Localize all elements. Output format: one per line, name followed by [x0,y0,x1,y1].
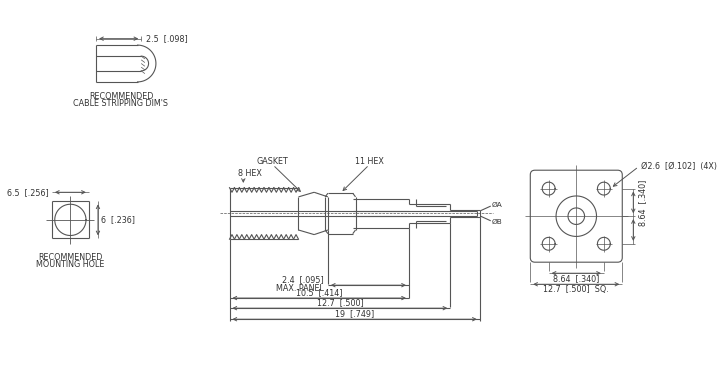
Text: ØB: ØB [492,219,503,225]
Text: CABLE STRIPPING DIM'S: CABLE STRIPPING DIM'S [73,99,168,108]
Text: 10.5  [.414]: 10.5 [.414] [296,288,343,297]
Text: 2.5  [.098]: 2.5 [.098] [146,34,187,43]
Text: MAX. PANEL: MAX. PANEL [276,284,324,293]
Text: MOUNTING HOLE: MOUNTING HOLE [36,260,104,269]
Text: RECOMMENDED: RECOMMENDED [89,92,153,101]
Text: 11 HEX: 11 HEX [355,156,384,165]
Text: 2.4  [.095]: 2.4 [.095] [282,275,324,284]
Text: 12.7  [.500]: 12.7 [.500] [317,298,364,307]
Text: 12.7  [.500]  SQ.: 12.7 [.500] SQ. [544,285,609,294]
Text: 19  [.749]: 19 [.749] [335,309,374,318]
Text: GASKET: GASKET [257,156,289,165]
Text: 6  [.236]: 6 [.236] [101,215,135,224]
Text: 8.64  [.340]: 8.64 [.340] [553,274,600,283]
Text: 8.64  [.340]: 8.64 [.340] [638,179,647,226]
Text: 6.5  [.256]: 6.5 [.256] [7,188,49,197]
Text: Ø2.6  [Ø.102]  (4X): Ø2.6 [Ø.102] (4X) [641,162,716,171]
Text: RECOMMENDED: RECOMMENDED [38,253,102,262]
Text: ØA: ØA [492,202,503,208]
Text: 8 HEX: 8 HEX [238,169,261,178]
